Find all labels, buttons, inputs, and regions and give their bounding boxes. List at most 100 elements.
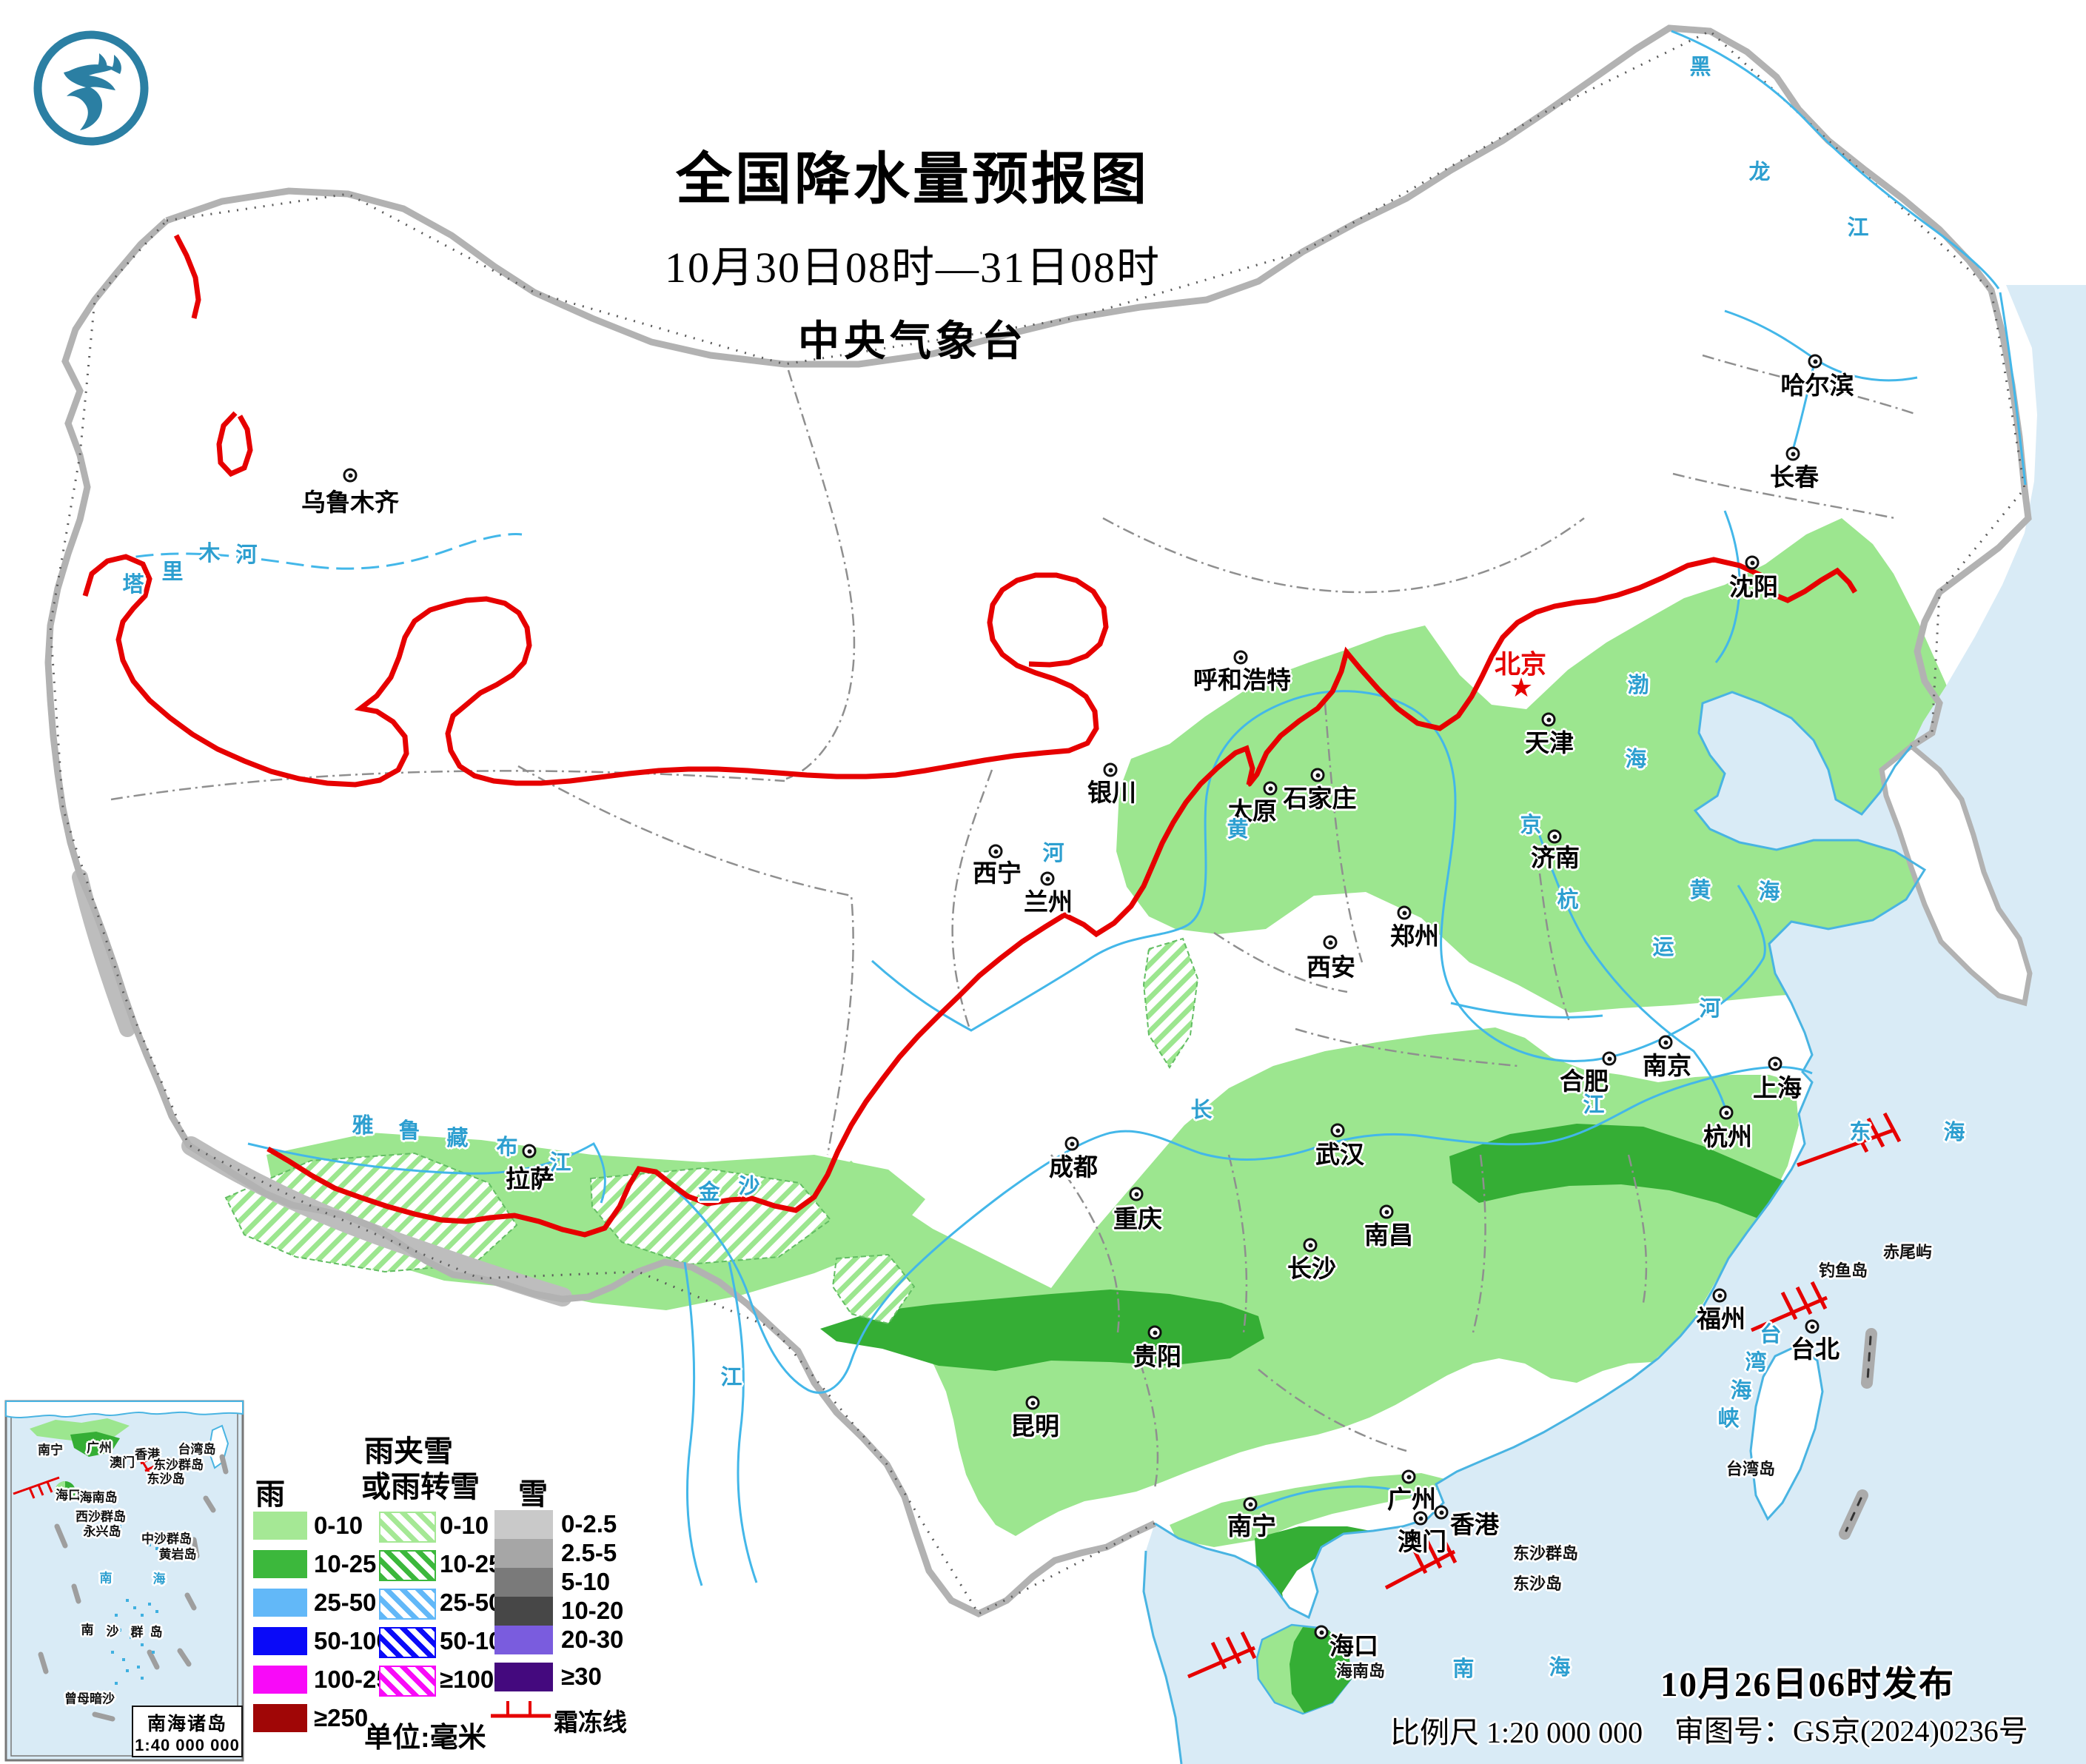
island-label: 台湾岛 — [1726, 1460, 1776, 1478]
city-label-北京: 北京 — [1494, 650, 1547, 680]
city-label-南京: 南京 — [1643, 1052, 1691, 1079]
issuing-agency: 中央气象台 — [798, 319, 1027, 365]
sea — [1144, 285, 2086, 1764]
country-border-north — [165, 24, 2032, 749]
water-label: 江 — [549, 1151, 571, 1175]
city-marker — [1745, 555, 1760, 570]
city-label-成都: 成都 — [1049, 1153, 1098, 1181]
city-label-上海: 上海 — [1753, 1074, 1802, 1101]
legend-rain-swatch — [253, 1589, 307, 1617]
water-label: 海 — [1549, 1656, 1571, 1680]
city-marker — [1379, 1204, 1394, 1219]
city-label-西宁: 西宁 — [973, 859, 1022, 887]
legend-snow-value: 10-20 — [561, 1597, 624, 1624]
city-marker — [1025, 1395, 1040, 1410]
legend-rain-swatch — [253, 1550, 307, 1578]
city-label-昆明: 昆明 — [1010, 1412, 1059, 1440]
inset-scale-box: 南海诸岛 1:40 000 000 — [132, 1706, 243, 1757]
legend-rain-value: 50-100 — [314, 1627, 390, 1654]
inset-label: 海口 — [56, 1488, 81, 1503]
city-marker — [1323, 935, 1338, 950]
city-marker — [1719, 1105, 1734, 1120]
legend-sleet-swatch — [379, 1589, 436, 1620]
inset-label: 黄岩岛 — [158, 1547, 197, 1562]
city-label-郑州: 郑州 — [1390, 922, 1439, 950]
taiwan-island — [1749, 1344, 1824, 1521]
inset-label: 沙 — [106, 1624, 119, 1639]
water-label: 峡 — [1717, 1407, 1740, 1431]
legend-rain-title: 雨 — [255, 1478, 285, 1511]
water-label: 海 — [1730, 1379, 1752, 1403]
city-marker — [1401, 1469, 1416, 1484]
inset-label: 南宁 — [38, 1443, 63, 1458]
legend-snow-swatch — [494, 1568, 553, 1597]
water-label: 南 — [1452, 1657, 1475, 1681]
legend-sleet-value: 0-10 — [440, 1512, 489, 1539]
island-label: 东沙群岛 — [1512, 1544, 1579, 1563]
city-label-乌鲁木齐: 乌鲁木齐 — [301, 489, 399, 516]
legend-unit: 单位:毫米 — [364, 1723, 486, 1754]
legend-rain-value: 0-10 — [314, 1512, 363, 1539]
water-label: 里 — [161, 560, 184, 584]
city-label-沈阳: 沈阳 — [1729, 573, 1778, 600]
city-label-哈尔滨: 哈尔滨 — [1780, 372, 1854, 399]
city-marker — [1658, 1035, 1673, 1050]
inset-label: 香港 — [135, 1447, 160, 1462]
legend-snow-value: ≥30 — [561, 1663, 602, 1690]
legend-snow-value: 2.5-5 — [561, 1539, 617, 1566]
legend-rain-swatch — [253, 1704, 307, 1732]
city-label-长沙: 长沙 — [1287, 1255, 1336, 1282]
city-marker — [1064, 1136, 1079, 1151]
legend-rain-swatch — [253, 1666, 307, 1694]
city-label-香港: 香港 — [1450, 1511, 1499, 1538]
city-marker — [1103, 762, 1118, 777]
island-label: 赤尾屿 — [1882, 1243, 1933, 1261]
capital-star-marker: ★ — [1509, 672, 1534, 702]
inset-label: 群 — [130, 1625, 144, 1640]
city-marker — [1434, 1505, 1449, 1520]
legend-sleet-value: 10-25 — [440, 1550, 503, 1577]
island-label: 海南岛 — [1335, 1662, 1386, 1680]
legend-snow-swatch — [494, 1626, 553, 1654]
south-china-sea-inset — [4, 1400, 244, 1762]
legend-snow-swatch — [494, 1539, 553, 1568]
city-label-重庆: 重庆 — [1113, 1205, 1162, 1233]
legend-sleet-title-2: 或雨转雪 — [361, 1471, 480, 1503]
water-label: 布 — [496, 1136, 518, 1159]
city-marker — [1303, 1238, 1318, 1252]
korea-peninsula — [1879, 742, 2033, 1007]
city-marker — [1147, 1325, 1162, 1340]
city-marker — [1330, 1123, 1345, 1138]
legend-sleet-swatch — [379, 1512, 436, 1543]
title-block: 全国降水量预报图 10月30日08时—31日08时 中央气象台 — [617, 133, 1209, 368]
city-label-拉萨: 拉萨 — [506, 1165, 554, 1193]
inset-label: 南 — [99, 1571, 113, 1586]
legend-snow-value: 20-30 — [561, 1626, 624, 1653]
water-label: 河 — [235, 543, 258, 567]
hainan-island — [1255, 1623, 1352, 1715]
water-label: 渤 — [1627, 674, 1649, 697]
legend-sleet-swatch — [379, 1550, 436, 1581]
inset-island-dots — [107, 1517, 158, 1685]
inset-label: 岛 — [150, 1625, 163, 1640]
water-label: 雅 — [352, 1114, 374, 1138]
city-label-南宁: 南宁 — [1227, 1512, 1276, 1540]
inset-label: 台湾岛 — [178, 1442, 216, 1457]
city-marker — [1397, 905, 1412, 920]
inset-label: 东沙岛 — [147, 1472, 185, 1486]
legend-snow-swatch — [494, 1597, 553, 1626]
city-label-南昌: 南昌 — [1364, 1221, 1413, 1249]
city-marker — [343, 468, 358, 483]
water-label: 河 — [1699, 997, 1721, 1021]
city-marker — [522, 1144, 537, 1158]
city-label-贵阳: 贵阳 — [1133, 1343, 1181, 1370]
city-label-西安: 西安 — [1307, 953, 1355, 981]
city-label-济南: 济南 — [1531, 844, 1580, 871]
country-border-ticks — [49, 30, 2026, 1615]
water-label: 黄 — [1689, 879, 1711, 902]
map-approval-number: 审图号：GS京(2024)0236号 — [1674, 1714, 2028, 1748]
city-marker — [1314, 1625, 1329, 1640]
inset-label: 东沙群岛 — [153, 1458, 204, 1472]
